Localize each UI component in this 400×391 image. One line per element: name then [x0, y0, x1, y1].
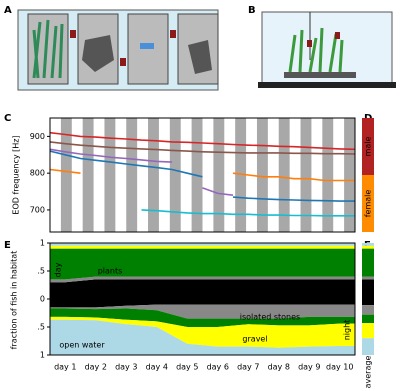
x-tick-label: average	[364, 356, 373, 389]
area	[50, 299, 355, 308]
line	[49, 141, 356, 155]
y-tick-label: .5	[37, 323, 45, 332]
night-band	[104, 118, 116, 232]
area-label: stacked stones	[85, 293, 145, 302]
night-band	[82, 118, 94, 232]
stones-icon	[82, 35, 114, 72]
line	[49, 150, 355, 202]
night-band	[60, 118, 72, 232]
y-tick-label: 700	[30, 205, 45, 214]
night-band	[213, 118, 225, 232]
x-tick-label: day 7	[237, 363, 259, 372]
bar-segment	[362, 245, 374, 249]
x-tick-label: day 8	[268, 363, 290, 372]
panel-label: B	[248, 5, 256, 16]
y-axis-label: fraction of fish in habitat	[10, 251, 19, 350]
night-band	[344, 118, 355, 232]
annotation: day	[54, 262, 63, 277]
bar-segment	[362, 305, 374, 315]
line	[141, 209, 355, 217]
panel-label: A	[4, 5, 12, 16]
bar-segment	[362, 338, 374, 355]
panel-label: C	[4, 113, 11, 124]
x-tick-label: day 1	[54, 363, 76, 372]
y-tick-label: .5	[37, 267, 45, 276]
bar-segment	[362, 314, 374, 324]
night-band	[148, 118, 159, 232]
panel-label: E	[4, 240, 11, 251]
area-label: gravel	[242, 335, 267, 344]
x-tick-label: day 4	[146, 363, 168, 372]
tray	[284, 72, 356, 78]
x-tick-label: day 3	[115, 363, 137, 372]
bar-segment	[362, 243, 374, 246]
x-tick-label: day 6	[207, 363, 229, 372]
night-band	[169, 118, 181, 232]
area	[50, 248, 355, 280]
y-tick-label: 0	[40, 295, 45, 304]
electrode	[307, 40, 312, 47]
setup-illustration	[17, 9, 219, 91]
area	[50, 319, 355, 355]
area-label: isolated stones	[240, 313, 300, 322]
x-tick-label: day 9	[298, 363, 320, 372]
colorbar-label: male	[364, 137, 373, 157]
tank	[177, 13, 219, 85]
bar-segment	[362, 323, 374, 339]
area-label: plants	[98, 267, 123, 276]
area	[50, 304, 355, 319]
electrode	[120, 58, 126, 66]
area	[50, 279, 355, 299]
bar-segment	[362, 279, 374, 299]
annotation: night	[343, 320, 352, 341]
bar-segment	[362, 299, 374, 306]
colorbar-segment	[362, 118, 374, 175]
x-tick-label: day 5	[176, 363, 198, 372]
y-tick-label: 800	[30, 169, 45, 178]
y-tick-label: 1	[40, 239, 45, 248]
electrode	[70, 30, 76, 38]
area	[50, 316, 355, 348]
line	[49, 148, 234, 196]
colorbar-segment	[362, 175, 374, 232]
tube-icon	[140, 43, 154, 49]
night-band	[278, 118, 290, 232]
night-band	[256, 118, 268, 232]
bar-segment	[362, 248, 374, 277]
electrode	[170, 30, 176, 38]
x-tick-label: day 10	[326, 363, 353, 372]
aquarium-base	[258, 82, 396, 88]
night-band	[322, 118, 334, 232]
area-label: open water	[59, 341, 105, 350]
line	[49, 168, 355, 182]
line	[49, 131, 356, 151]
night-band	[300, 118, 312, 232]
plants-icon	[32, 19, 64, 79]
y-axis-label: EOD frequency [Hz]	[12, 135, 21, 214]
axes-frame	[49, 117, 356, 233]
stones-icon	[188, 40, 212, 74]
night-band	[126, 118, 138, 232]
plants-icon	[288, 27, 344, 73]
y-tick-label: 1	[40, 351, 45, 360]
x-tick-label: day 2	[85, 363, 107, 372]
tank-illustration	[258, 11, 396, 88]
colorbar-label: female	[364, 190, 373, 218]
bar-segment	[362, 276, 374, 280]
axes-frame	[49, 242, 356, 356]
area	[50, 276, 355, 283]
electrode	[335, 32, 340, 39]
area	[50, 308, 355, 327]
area	[50, 243, 355, 246]
y-tick-label: 900	[30, 132, 45, 141]
night-band	[235, 118, 247, 232]
area	[50, 245, 355, 249]
